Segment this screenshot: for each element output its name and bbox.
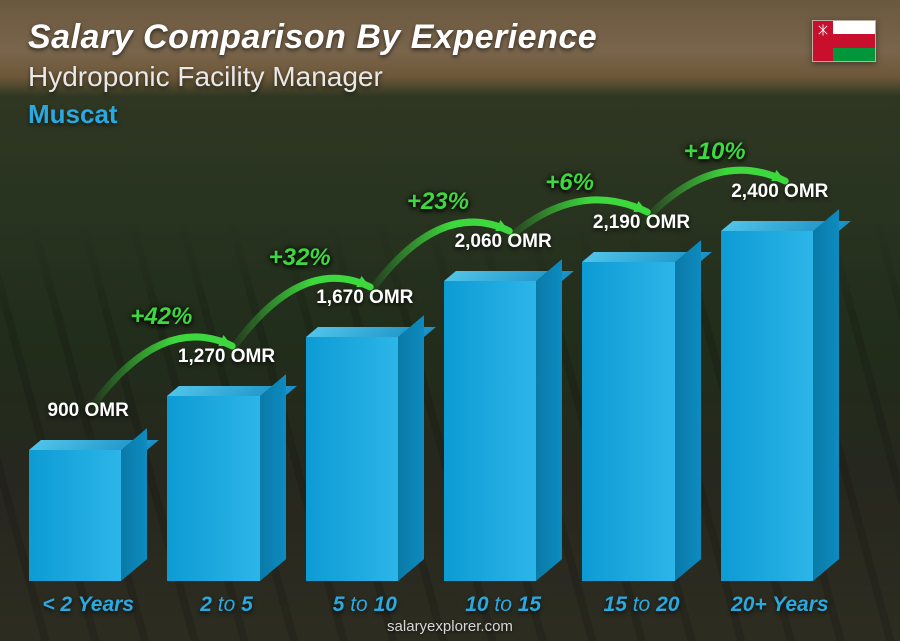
bar-value-label: 900 OMR bbox=[48, 400, 129, 422]
x-axis-label: 10 to 15 bbox=[443, 593, 563, 617]
x-axis-label: 15 to 20 bbox=[581, 593, 701, 617]
bar-3d bbox=[721, 211, 839, 581]
footer-attribution: salaryexplorer.com bbox=[0, 618, 900, 635]
bar-4: 2,190 OMR bbox=[581, 212, 701, 581]
bar-value-label: 1,270 OMR bbox=[178, 346, 275, 368]
bar-0: 900 OMR bbox=[28, 400, 148, 581]
chart-canvas: Salary Comparison By Experience Hydropon… bbox=[0, 0, 900, 641]
bar-value-label: 2,060 OMR bbox=[455, 231, 552, 253]
chart-title: Salary Comparison By Experience bbox=[28, 18, 800, 57]
x-axis-label: 20+ Years bbox=[720, 593, 840, 617]
bar-value-label: 2,190 OMR bbox=[593, 212, 690, 234]
x-axis-label: 5 to 10 bbox=[305, 593, 425, 617]
flag-emblem-icon bbox=[816, 23, 830, 37]
growth-label: +23% bbox=[407, 188, 469, 216]
bar-3d bbox=[29, 430, 147, 581]
x-axis-label: < 2 Years bbox=[28, 593, 148, 617]
bar-3d bbox=[306, 317, 424, 581]
bar-3d bbox=[582, 242, 700, 581]
growth-label: +6% bbox=[545, 169, 594, 197]
x-axis-label: 2 to 5 bbox=[166, 593, 286, 617]
growth-label: +42% bbox=[130, 303, 192, 331]
bar-3d bbox=[444, 261, 562, 581]
bar-5: 2,400 OMR bbox=[720, 181, 840, 581]
bar-2: 1,670 OMR bbox=[305, 287, 425, 581]
bar-value-label: 2,400 OMR bbox=[731, 181, 828, 203]
bar-value-label: 1,670 OMR bbox=[316, 287, 413, 309]
chart-location: Muscat bbox=[28, 99, 800, 130]
growth-label: +10% bbox=[684, 138, 746, 166]
x-axis-labels: < 2 Years 2 to 5 5 to 10 10 to 15 15 to 20 20… bbox=[28, 593, 840, 617]
chart-subtitle: Hydroponic Facility Manager bbox=[28, 61, 800, 93]
bar-chart: 900 OMR 1,270 OMR 1,670 OMR 2,060 OMR 2,190 … bbox=[28, 141, 840, 581]
header: Salary Comparison By Experience Hydropon… bbox=[28, 18, 800, 130]
country-flag-oman bbox=[812, 20, 876, 62]
bar-1: 1,270 OMR bbox=[166, 346, 286, 581]
growth-label: +32% bbox=[269, 244, 331, 272]
bar-3: 2,060 OMR bbox=[443, 231, 563, 581]
bar-3d bbox=[167, 376, 285, 581]
